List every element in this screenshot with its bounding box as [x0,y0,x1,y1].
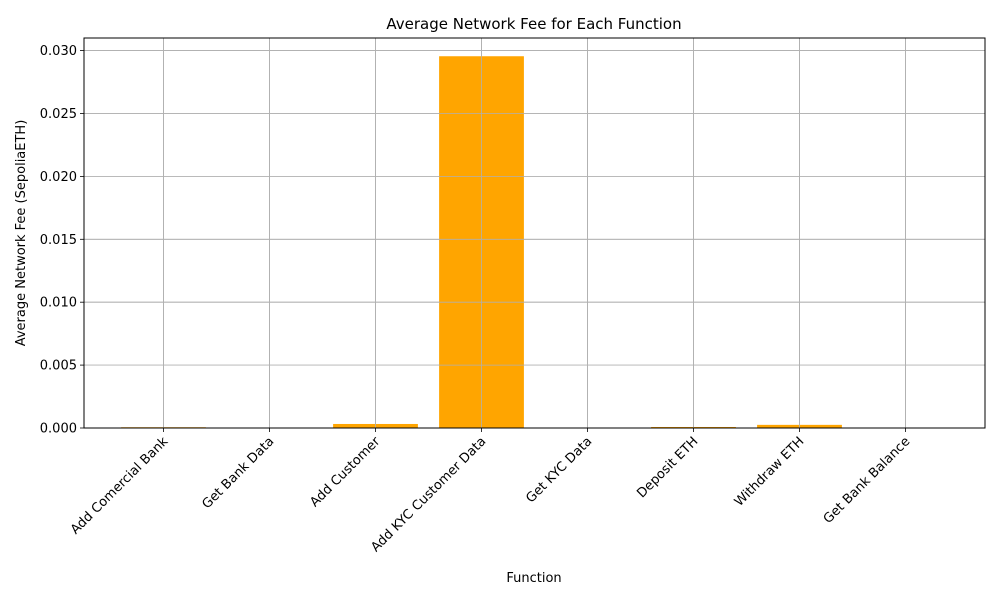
axes [83,37,986,429]
x-tick-label: Add KYC Customer Data [368,434,489,555]
x-tick-label: Add Comercial Bank [68,434,172,538]
y-tick-label: 0.010 [40,296,77,311]
y-tick-label: 0.025 [40,107,77,122]
x-axis-label: Function [506,571,561,586]
x-tick-label: Withdraw ETH [732,434,808,510]
y-tick-label: 0.005 [40,359,77,374]
x-tick-label: Get Bank Balance [821,434,914,527]
y-axis-label: Average Network Fee (SepoliaETH) [14,120,29,347]
x-tick-label: Deposit ETH [634,434,701,501]
y-tick-label: 0.020 [40,170,77,185]
x-tick-label: Get KYC Data [523,434,595,506]
x-tick-label: Get Bank Data [199,434,277,512]
y-tick-label: 0.000 [40,422,77,437]
y-tick-label: 0.015 [40,233,77,248]
chart-title: Average Network Fee for Each Function [386,15,681,33]
plot-frame [83,37,986,429]
bars [84,38,985,429]
y-tick-label: 0.030 [40,44,77,59]
grid [84,38,985,429]
x-tick-label: Add Customer [307,434,383,510]
